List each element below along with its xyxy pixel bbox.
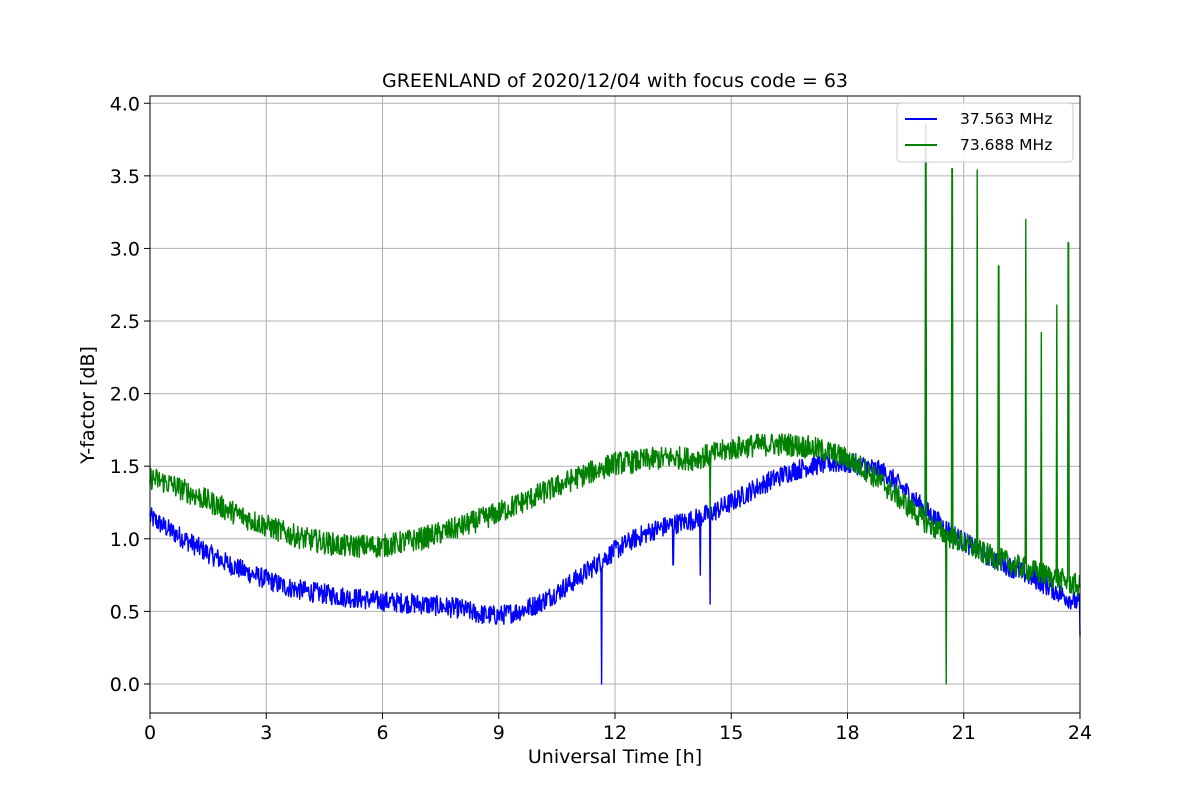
- y-tick-label: 2.0: [110, 384, 140, 406]
- x-tick-label: 12: [603, 722, 627, 744]
- y-tick-label: 0.0: [110, 674, 140, 696]
- x-tick-label: 0: [144, 722, 156, 744]
- legend-label-37563: 37.563 MHz: [960, 110, 1052, 128]
- series-line-1: [149, 124, 1081, 685]
- legend: 37.563 MHz 73.688 MHz: [896, 102, 1074, 163]
- y-axis-label: Y-factor [dB]: [77, 346, 99, 465]
- x-axis-label: Universal Time [h]: [528, 746, 702, 768]
- x-tick-label: 24: [1068, 722, 1092, 744]
- legend-label-73688: 73.688 MHz: [960, 136, 1052, 154]
- x-tick-label: 9: [493, 722, 505, 744]
- y-tick-label: 1.5: [110, 456, 140, 478]
- x-tick-label: 18: [835, 722, 859, 744]
- x-tick-label: 21: [952, 722, 976, 744]
- y-tick-label: 3.0: [110, 238, 140, 260]
- y-tick-label: 3.5: [110, 166, 140, 188]
- ticks: 0 3 6 9 12 15 18 21 24 0.0 0.5 1.0 1.5 2.0 2.5 3.0 3.5 4.…: [110, 93, 1092, 744]
- x-tick-label: 3: [260, 722, 272, 744]
- series-layer: [149, 124, 1081, 685]
- x-tick-label: 6: [376, 722, 388, 744]
- y-tick-label: 1.0: [110, 529, 140, 551]
- chart-title: GREENLAND of 2020/12/04 with focus code …: [382, 70, 848, 92]
- y-tick-label: 2.5: [110, 311, 140, 333]
- legend-box: [896, 102, 1074, 163]
- y-tick-label: 4.0: [110, 93, 140, 115]
- y-tick-label: 0.5: [110, 601, 140, 623]
- x-tick-label: 15: [719, 722, 743, 744]
